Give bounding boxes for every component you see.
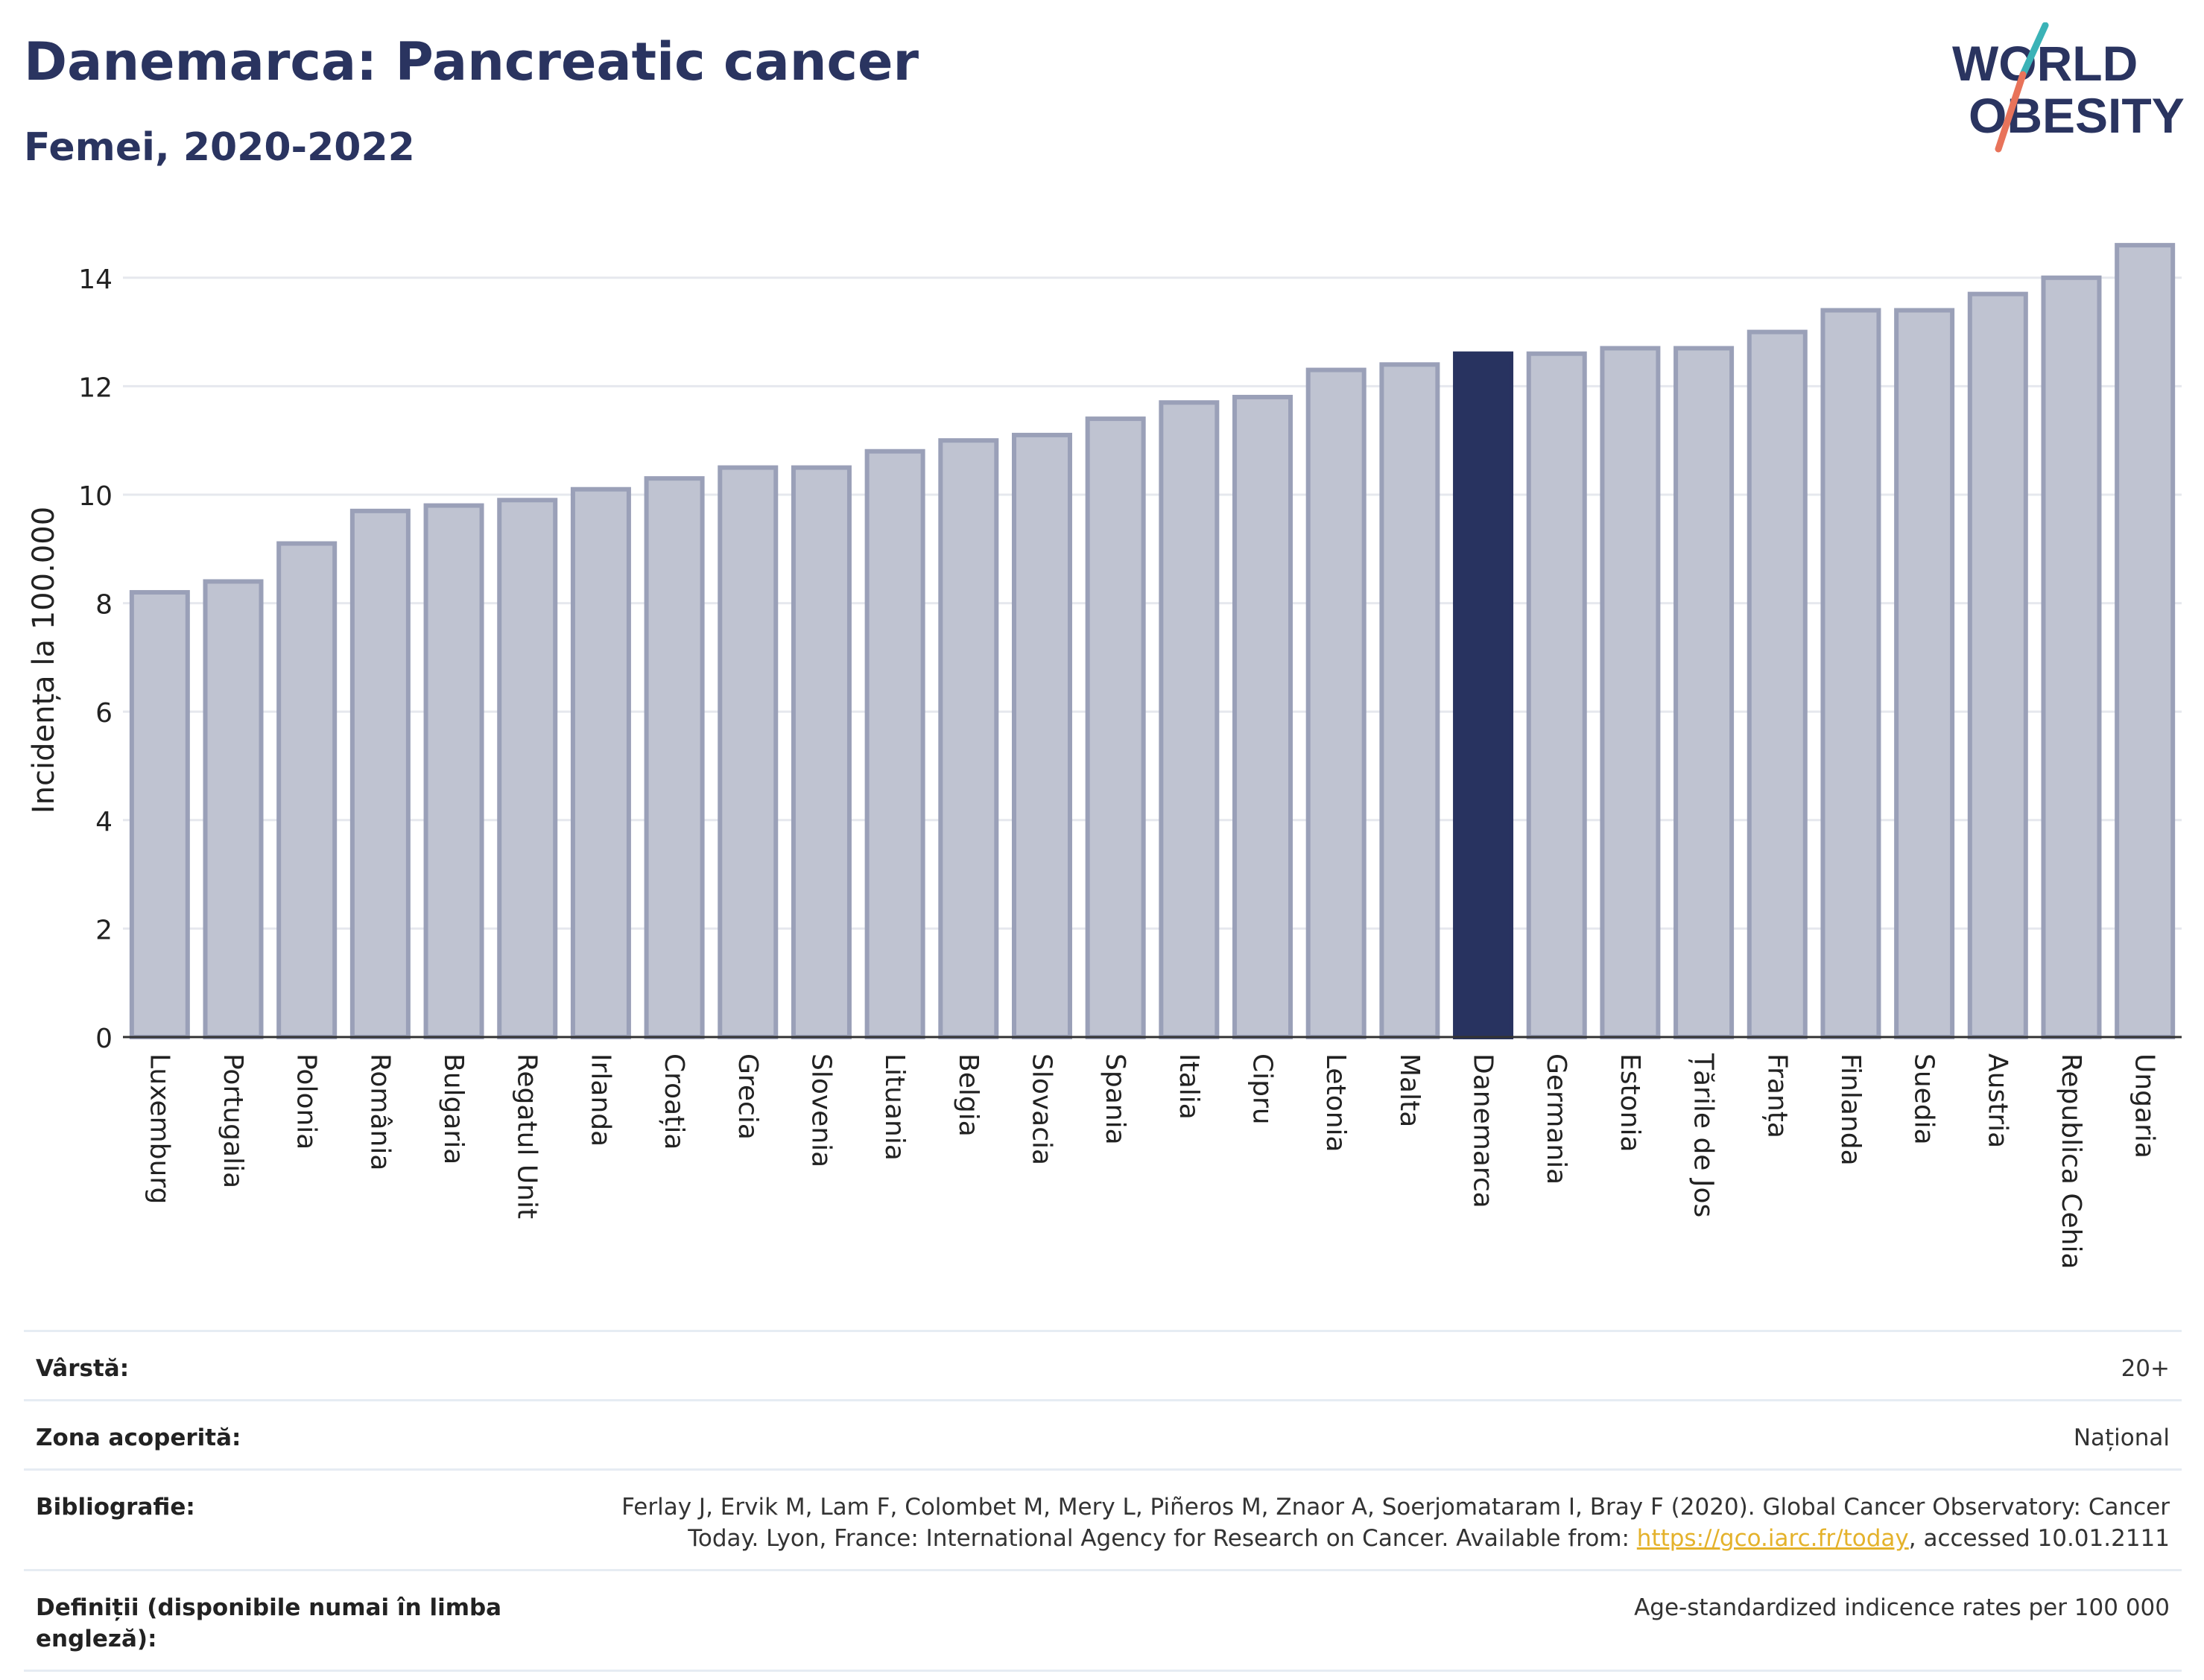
x-tick-label: Țările de Jos (1688, 1053, 1719, 1217)
x-tick-label: Finlanda (1835, 1053, 1866, 1166)
meta-row-bibliography: Bibliografie: Ferlay J, Ervik M, Lam F, … (24, 1468, 2182, 1569)
y-tick-layer: 0 2 4 6 8 10 12 14 (78, 264, 113, 1054)
meta-row-area: Zona acoperită: Național (24, 1399, 2182, 1468)
bar-7 (644, 476, 705, 1039)
y-tick-label: 4 (95, 807, 113, 837)
bibliography-link[interactable]: https://gco.iarc.fr/today (1636, 1525, 1909, 1552)
meta-label-definitions: Definiții (disponibile numai în limba en… (36, 1594, 502, 1652)
meta-label-age: Vârstă: (36, 1355, 130, 1382)
x-tick-label: Grecia (732, 1053, 763, 1140)
bibliography-accessed: , accessed 10.01.2111 (1908, 1525, 2170, 1552)
bar-9 (791, 465, 852, 1039)
y-tick-label: 2 (95, 915, 113, 945)
y-tick-label: 10 (78, 481, 113, 512)
x-tick-label: România (364, 1053, 395, 1170)
bibliography-text: Ferlay J, Ervik M, Lam F, Colombet M, Me… (621, 1494, 2170, 1552)
bar-19 (1526, 351, 1587, 1040)
bar-11 (938, 438, 999, 1039)
bar-24 (1894, 308, 1955, 1040)
meta-value-age: 20+ (2121, 1355, 2170, 1382)
bar-12 (1011, 432, 1072, 1039)
x-tick-label: Spania (1100, 1053, 1130, 1145)
x-tick-layer: Luxemburg Portugalia Polonia România Bulgari… (144, 1053, 2159, 1269)
page-title: Danemarca: Pancreatic cancer (24, 31, 919, 92)
x-tick-label: Belgia (953, 1053, 984, 1137)
x-tick-label: Estonia (1615, 1053, 1645, 1153)
bar-3 (349, 508, 411, 1039)
x-tick-label: Franța (1761, 1053, 1792, 1138)
y-tick-label: 0 (95, 1024, 113, 1054)
bar-20 (1600, 346, 1661, 1039)
bar-10 (864, 448, 925, 1039)
bar-1 (203, 579, 264, 1039)
metadata-table: Vârstă: 20+ Zona acoperită: Național Bib… (24, 1330, 2182, 1672)
y-tick-label: 14 (78, 264, 113, 295)
x-tick-label: Letonia (1320, 1053, 1351, 1153)
x-tick-label: Croația (659, 1053, 689, 1150)
world-obesity-logo: WORLD OBESITY (1952, 22, 2185, 153)
meta-value-bibliography: Ferlay J, Ervik M, Lam F, Colombet M, Me… (545, 1492, 2170, 1554)
x-tick-label: Polonia (291, 1053, 322, 1150)
y-tick-label: 12 (78, 373, 113, 403)
meta-row-definitions: Definiții (disponibile numai în limba en… (24, 1569, 2182, 1672)
bar-18 (1453, 351, 1514, 1040)
bar-6 (570, 486, 631, 1039)
bar-25 (1967, 291, 2028, 1039)
x-tick-label: Regatul Unit (512, 1053, 542, 1219)
x-tick-label: Danemarca (1468, 1053, 1498, 1208)
bar-22 (1747, 329, 1808, 1040)
bar-15 (1232, 394, 1293, 1039)
bar-23 (1820, 308, 1881, 1040)
x-tick-label: Portugalia (218, 1053, 248, 1188)
y-axis-label: Incidența la 100.000 (27, 507, 61, 814)
meta-value-definitions: Age-standardized indicence rates per 100… (1634, 1594, 2170, 1621)
bar-26 (2041, 275, 2102, 1039)
x-tick-label: Ungaria (2129, 1053, 2160, 1158)
logo-line1: WORLD (1952, 36, 2138, 91)
x-tick-label: Austria (1982, 1053, 2013, 1148)
x-tick-label: Republica Cehia (2056, 1053, 2086, 1269)
bar-14 (1159, 400, 1220, 1039)
bar-16 (1305, 367, 1367, 1039)
logo-slash-bottom (1995, 71, 2027, 153)
bar-chart: 0 2 4 6 8 10 12 14 Luxemburg Portugalia Polonia Ro… (27, 243, 2182, 1269)
x-tick-label: Germania (1541, 1053, 1571, 1185)
y-tick-label: 6 (95, 698, 113, 729)
x-tick-label: Luxemburg (144, 1053, 174, 1204)
x-tick-label: Slovenia (805, 1053, 836, 1167)
x-tick-label: Bulgaria (438, 1053, 469, 1164)
meta-label-area: Zona acoperită: (36, 1424, 241, 1451)
bar-8 (718, 465, 779, 1039)
x-tick-label: Italia (1174, 1053, 1204, 1120)
bar-21 (1673, 346, 1735, 1039)
meta-value-area: Național (2073, 1424, 2170, 1451)
meta-label-bibliography: Bibliografie: (36, 1494, 195, 1521)
logo-slash-top (2019, 22, 2049, 78)
bar-17 (1379, 362, 1440, 1039)
bar-13 (1085, 416, 1146, 1039)
page-subtitle: Femei, 2020-2022 (24, 125, 415, 170)
x-tick-label: Irlanda (585, 1053, 615, 1147)
bar-27 (2115, 243, 2176, 1039)
x-tick-label: Cipru (1247, 1053, 1278, 1125)
bar-0 (129, 590, 190, 1039)
x-tick-label: Suedia (1909, 1053, 1939, 1145)
bar-2 (276, 541, 338, 1039)
x-tick-label: Malta (1394, 1053, 1425, 1127)
x-tick-label: Lituania (879, 1053, 910, 1161)
bar-4 (423, 503, 484, 1039)
meta-row-age: Vârstă: 20+ (24, 1330, 2182, 1399)
y-tick-label: 8 (95, 590, 113, 621)
bars-layer (129, 243, 2176, 1040)
bar-5 (497, 498, 558, 1039)
x-tick-label: Slovacia (1026, 1053, 1057, 1165)
